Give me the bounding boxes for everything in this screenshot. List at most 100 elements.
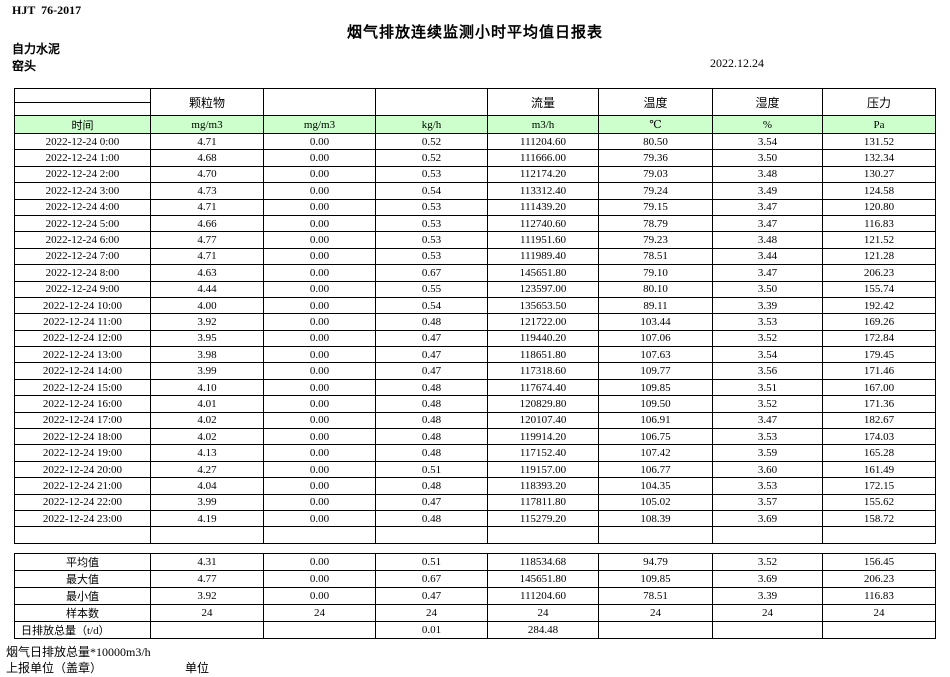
value-cell: 0.47 bbox=[375, 362, 488, 380]
value-cell: 111666.00 bbox=[487, 149, 599, 167]
value-cell: 79.36 bbox=[598, 149, 713, 167]
table-row: 2022-12-24 22:00 3.99 0.00 0.47 117811.80 105… bbox=[14, 493, 936, 511]
value-cell: 0.67 bbox=[375, 570, 488, 588]
value-cell: 94.79 bbox=[598, 553, 713, 571]
value-cell bbox=[375, 526, 488, 544]
table-row: 2022-12-24 13:00 3.98 0.00 0.47 118651.80 107… bbox=[14, 346, 936, 364]
row-label-cell: 平均值 bbox=[14, 553, 151, 571]
value-cell: 109.85 bbox=[598, 570, 713, 588]
summary-row: 最小值 3.92 0.00 0.47 111204.60 78.51 3.39 116.83 bbox=[14, 587, 936, 605]
value-cell: 118534.68 bbox=[487, 553, 599, 571]
value-cell: 4.71 bbox=[150, 247, 264, 266]
value-cell: 4.10 bbox=[150, 378, 264, 397]
row-label-cell: 2022-12-24 1:00 bbox=[14, 149, 151, 167]
value-cell: 0.67 bbox=[375, 264, 488, 282]
value-cell: 119914.20 bbox=[487, 428, 599, 446]
row-label-cell: 2022-12-24 8:00 bbox=[14, 264, 151, 282]
value-cell: 3.48 bbox=[712, 231, 823, 249]
value-cell: 24 bbox=[822, 604, 936, 622]
value-cell bbox=[150, 526, 264, 544]
value-cell: 3.54 bbox=[712, 346, 823, 364]
table-row: 2022-12-24 19:00 4.13 0.00 0.48 117152.40 107… bbox=[14, 444, 936, 462]
value-cell: 179.45 bbox=[822, 346, 936, 364]
value-cell: 0.00 bbox=[263, 477, 376, 495]
header-cell-blank-2 bbox=[375, 88, 488, 116]
value-cell: 192.42 bbox=[822, 296, 936, 315]
value-cell: 0.53 bbox=[375, 165, 488, 184]
value-cell: 3.59 bbox=[712, 444, 823, 462]
row-label-cell: 2022-12-24 16:00 bbox=[14, 395, 151, 413]
value-cell: 0.00 bbox=[263, 493, 376, 511]
report-date: 2022.12.24 bbox=[710, 56, 764, 70]
value-cell: 155.62 bbox=[822, 493, 936, 511]
value-cell: 0.00 bbox=[263, 264, 376, 282]
value-cell: 0.53 bbox=[375, 214, 488, 233]
value-cell: 108.39 bbox=[598, 509, 713, 528]
value-cell: 3.53 bbox=[712, 477, 823, 495]
header-cell-time-bottom bbox=[14, 102, 151, 116]
value-cell: 112740.60 bbox=[487, 214, 599, 233]
value-cell: 4.77 bbox=[150, 570, 264, 588]
value-cell: 109.85 bbox=[598, 378, 713, 397]
table-row: 2022-12-24 12:00 3.95 0.00 0.47 119440.20 107… bbox=[14, 329, 936, 348]
value-cell: 0.48 bbox=[375, 378, 488, 397]
value-cell bbox=[822, 526, 936, 544]
value-cell: 3.56 bbox=[712, 362, 823, 380]
value-cell: 103.44 bbox=[598, 313, 713, 331]
value-cell bbox=[487, 526, 599, 544]
value-cell: 106.77 bbox=[598, 460, 713, 479]
value-cell: 120107.40 bbox=[487, 411, 599, 430]
value-cell: 0.47 bbox=[375, 329, 488, 348]
value-cell bbox=[263, 526, 376, 544]
doc-code: HJT 76-2017 bbox=[12, 3, 82, 17]
company-name: 自力水泥 bbox=[12, 42, 61, 56]
value-cell bbox=[598, 621, 713, 639]
table-row: 2022-12-24 10:00 4.00 0.00 0.54 135653.50 89.… bbox=[14, 296, 936, 315]
table-row: 2022-12-24 17:00 4.02 0.00 0.48 120107.40 106… bbox=[14, 411, 936, 430]
row-label-cell: 2022-12-24 7:00 bbox=[14, 247, 151, 266]
value-cell: 111204.60 bbox=[487, 132, 599, 151]
value-cell: 117674.40 bbox=[487, 378, 599, 397]
value-cell: 174.03 bbox=[822, 428, 936, 446]
empty-row bbox=[14, 526, 936, 544]
value-cell: 165.28 bbox=[822, 444, 936, 462]
value-cell: 105.02 bbox=[598, 493, 713, 511]
value-cell: 118393.20 bbox=[487, 477, 599, 495]
value-cell: 104.35 bbox=[598, 477, 713, 495]
value-cell: 0.00 bbox=[263, 553, 376, 571]
row-label-cell: 日排放总量（t/d） bbox=[14, 621, 151, 639]
value-cell: 0.00 bbox=[263, 444, 376, 462]
value-cell: 79.15 bbox=[598, 198, 713, 216]
value-cell: 116.83 bbox=[822, 214, 936, 233]
value-cell: 4.02 bbox=[150, 411, 264, 430]
table-row: 2022-12-24 8:00 4.63 0.00 0.67 145651.80 79.1… bbox=[14, 264, 936, 282]
row-label-cell: 2022-12-24 17:00 bbox=[14, 411, 151, 430]
value-cell: 158.72 bbox=[822, 509, 936, 528]
summary-table: 平均值 4.31 0.00 0.51 118534.68 94.79 3.52 156.45 最… bbox=[14, 553, 936, 639]
value-cell: 4.71 bbox=[150, 132, 264, 151]
value-cell: 3.99 bbox=[150, 493, 264, 511]
value-cell: 171.36 bbox=[822, 395, 936, 413]
table-row: 2022-12-24 14:00 3.99 0.00 0.47 117318.60 109… bbox=[14, 362, 936, 380]
value-cell: 3.51 bbox=[712, 378, 823, 397]
value-cell: 89.11 bbox=[598, 296, 713, 315]
value-cell: 111951.60 bbox=[487, 231, 599, 249]
value-cell: 4.77 bbox=[150, 231, 264, 249]
value-cell: 0.00 bbox=[263, 247, 376, 266]
value-cell: 4.27 bbox=[150, 460, 264, 479]
table-row: 2022-12-24 4:00 4.71 0.00 0.53 111439.20 79.1… bbox=[14, 198, 936, 216]
value-cell: 145651.80 bbox=[487, 264, 599, 282]
value-cell: 78.51 bbox=[598, 587, 713, 605]
value-cell: 79.24 bbox=[598, 182, 713, 200]
value-cell: 111989.40 bbox=[487, 247, 599, 266]
value-cell: 0.47 bbox=[375, 493, 488, 511]
value-cell: 3.92 bbox=[150, 313, 264, 331]
value-cell: 3.47 bbox=[712, 214, 823, 233]
value-cell: 4.63 bbox=[150, 264, 264, 282]
table-row: 2022-12-24 15:00 4.10 0.00 0.48 117674.40 109… bbox=[14, 378, 936, 397]
value-cell: 3.48 bbox=[712, 165, 823, 184]
value-cell: 206.23 bbox=[822, 570, 936, 588]
value-cell: 0.00 bbox=[263, 280, 376, 298]
row-label-cell: 2022-12-24 12:00 bbox=[14, 329, 151, 348]
value-cell: 0.00 bbox=[263, 428, 376, 446]
